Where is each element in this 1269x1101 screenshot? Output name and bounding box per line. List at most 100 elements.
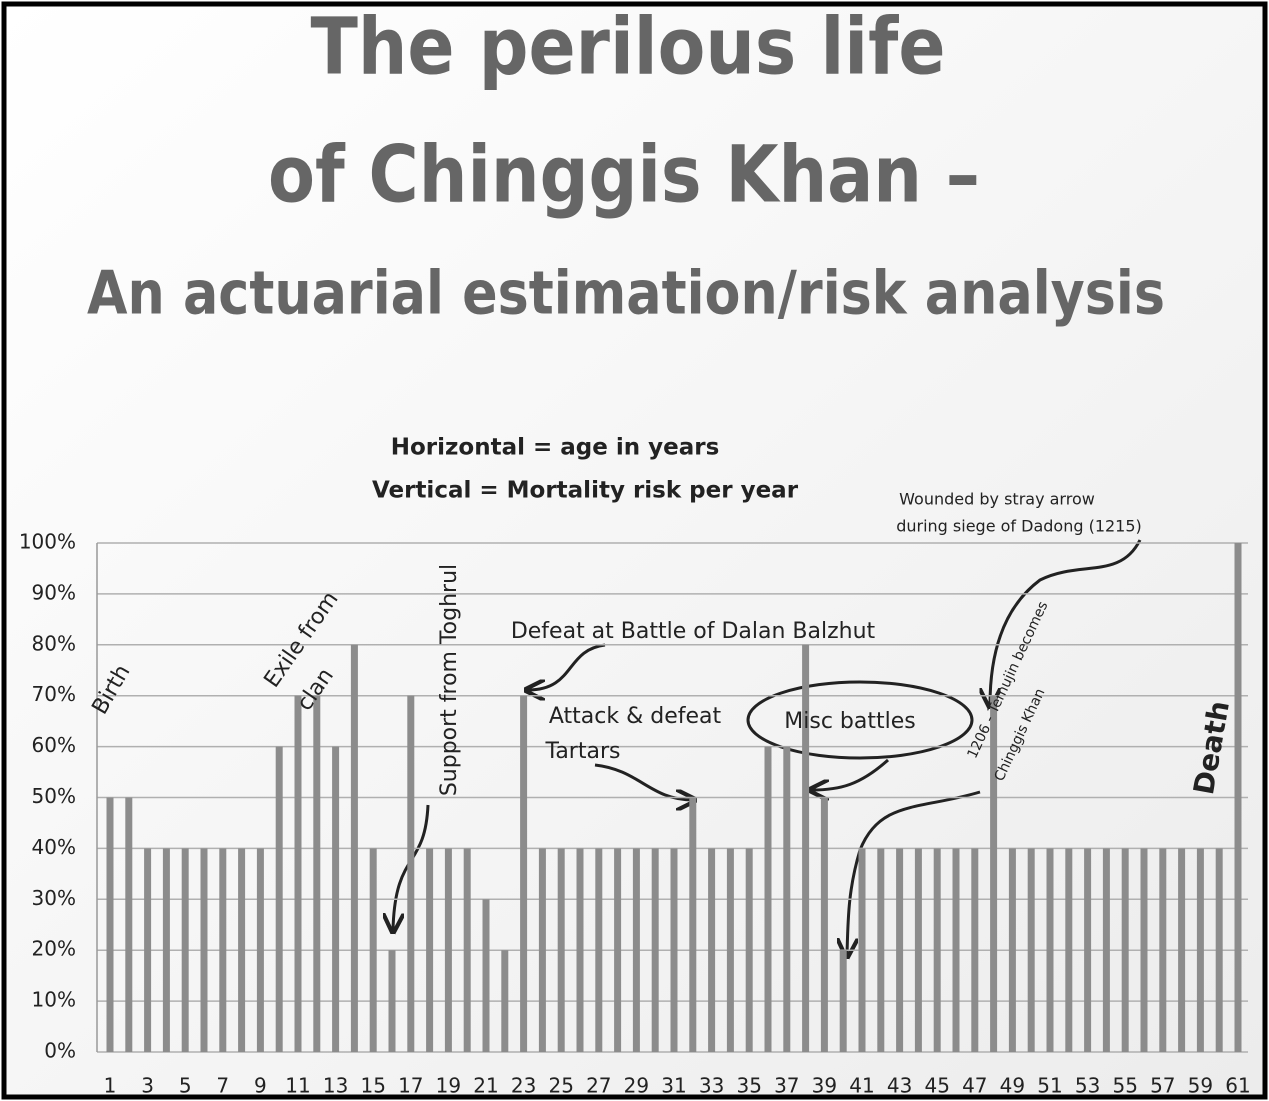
y-tick-label: 30%: [32, 886, 76, 910]
annotation: Attack & defeat: [549, 704, 722, 729]
x-tick-label: 23: [511, 1074, 536, 1098]
bar: [1140, 848, 1148, 1052]
bar: [670, 848, 678, 1052]
bar: [350, 644, 358, 1052]
y-tick-label: 80%: [32, 631, 76, 655]
bar: [614, 848, 622, 1052]
x-tick-label: 57: [1150, 1074, 1175, 1098]
x-tick-label: 3: [141, 1074, 154, 1098]
bar: [181, 848, 189, 1052]
bar: [238, 848, 246, 1052]
bar: [1121, 848, 1129, 1052]
bar: [1178, 848, 1186, 1052]
bar: [1234, 543, 1242, 1052]
chart-title: of Chinggis Khan –: [268, 130, 980, 220]
arrow: [990, 539, 1142, 705]
bar: [1196, 848, 1204, 1052]
x-tick-label: 47: [962, 1074, 987, 1098]
bar: [538, 848, 546, 1052]
bar: [520, 695, 528, 1052]
x-tick-label: 7: [216, 1074, 229, 1098]
bar: [783, 746, 791, 1052]
x-tick-label: 55: [1112, 1074, 1137, 1098]
bar: [162, 848, 170, 1052]
axis-note: Vertical = Mortality risk per year: [372, 478, 799, 504]
bar: [839, 950, 847, 1052]
bar: [802, 644, 810, 1052]
chart-subtitle: An actuarial estimation/risk analysis: [87, 259, 1165, 329]
bar: [877, 848, 885, 1052]
x-tick-label: 43: [887, 1074, 912, 1098]
x-tick-label: 19: [436, 1074, 461, 1098]
bar: [764, 746, 772, 1052]
bar: [256, 848, 264, 1052]
bar: [595, 848, 603, 1052]
annotation: Support from Toghrul: [437, 564, 462, 796]
x-tick-label: 31: [661, 1074, 686, 1098]
annotation: Defeat at Battle of Dalan Balzhut: [511, 619, 876, 644]
bar: [426, 848, 434, 1052]
bar: [1215, 848, 1223, 1052]
x-tick-label: 25: [548, 1074, 573, 1098]
bar: [557, 848, 565, 1052]
bar: [313, 695, 321, 1052]
bar: [463, 848, 471, 1052]
x-tick-label: 27: [586, 1074, 611, 1098]
axis-note: Horizontal = age in years: [391, 435, 720, 461]
bar: [1027, 848, 1035, 1052]
bar: [1008, 848, 1016, 1052]
x-tick-label: 11: [285, 1074, 310, 1098]
y-tick-label: 60%: [32, 733, 76, 757]
bar: [332, 746, 340, 1052]
arrow: [594, 763, 693, 800]
bar: [369, 848, 377, 1052]
bar: [952, 848, 960, 1052]
bar: [388, 950, 396, 1052]
bar: [689, 797, 697, 1052]
y-tick-label: 0%: [44, 1039, 76, 1063]
x-tick-label: 33: [699, 1074, 724, 1098]
chart-title: The perilous life: [311, 2, 946, 92]
bar: [651, 848, 659, 1052]
y-tick-label: 70%: [32, 682, 76, 706]
x-tick-label: 41: [849, 1074, 874, 1098]
bar: [294, 695, 302, 1052]
bar: [501, 950, 509, 1052]
bar: [1159, 848, 1167, 1052]
x-tick-label: 21: [473, 1074, 498, 1098]
bar: [444, 848, 452, 1052]
x-tick-label: 49: [1000, 1074, 1025, 1098]
x-tick-label: 1: [104, 1074, 117, 1098]
x-tick-label: 13: [323, 1074, 348, 1098]
bar: [914, 848, 922, 1052]
bar: [896, 848, 904, 1052]
bar: [576, 848, 584, 1052]
x-tick-label: 37: [774, 1074, 799, 1098]
bar: [482, 899, 490, 1052]
arrow: [812, 758, 889, 790]
y-tick-label: 90%: [32, 580, 76, 604]
y-tick-label: 40%: [32, 835, 76, 859]
bar: [971, 848, 979, 1052]
annotation: during siege of Dadong (1215): [896, 517, 1142, 536]
x-tick-label: 39: [812, 1074, 837, 1098]
bar: [125, 797, 133, 1052]
bar: [1084, 848, 1092, 1052]
x-tick-label: 59: [1188, 1074, 1213, 1098]
x-tick-label: 9: [254, 1074, 267, 1098]
x-tick-label: 5: [179, 1074, 192, 1098]
bar: [858, 848, 866, 1052]
x-tick-label: 35: [736, 1074, 761, 1098]
annotation: Wounded by stray arrow: [899, 490, 1095, 509]
x-tick-label: 15: [360, 1074, 385, 1098]
y-tick-label: 20%: [32, 937, 76, 961]
annotation: Misc battles: [784, 709, 915, 734]
x-tick-label: 17: [398, 1074, 423, 1098]
bar: [407, 695, 415, 1052]
x-tick-label: 53: [1075, 1074, 1100, 1098]
bar: [1065, 848, 1073, 1052]
highlight-ellipse: [746, 680, 974, 760]
bar: [1046, 848, 1054, 1052]
bar: [200, 848, 208, 1052]
